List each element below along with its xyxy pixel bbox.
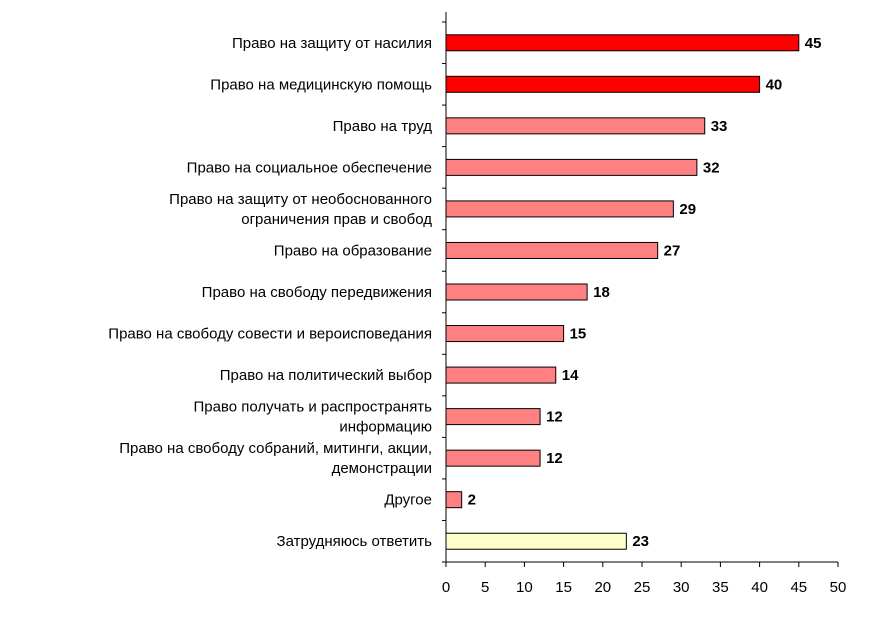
category-label: Право на образование: [274, 242, 432, 259]
x-tick-label: 45: [790, 579, 807, 596]
bar: [445, 283, 588, 301]
category-label: Право на социальное обеспечение: [187, 159, 432, 176]
category-label: Право на защиту от насилия: [232, 35, 432, 52]
category-label: информацию: [339, 419, 432, 436]
category-labels-group: Право на защиту от насилия Право на медиц…: [108, 35, 432, 550]
category-label: Право на труд: [333, 118, 433, 135]
bar-value-label: 14: [562, 367, 579, 384]
bar: [445, 408, 541, 426]
x-tick-label: 10: [516, 579, 533, 596]
category-label: Право на свободу совести и вероисповедан…: [108, 326, 432, 343]
category-label: Право на защиту от необоснованного: [169, 191, 432, 208]
bar: [445, 241, 659, 259]
bar-value-label: 12: [546, 409, 563, 426]
x-tick-label: 35: [712, 579, 729, 596]
bar-value-label: 45: [805, 35, 822, 52]
bars-group: [445, 34, 800, 550]
bar-value-label: 29: [679, 201, 696, 218]
bar-value-label: 32: [703, 159, 720, 176]
bar-value-label: 2: [468, 492, 476, 509]
bar-value-label: 12: [546, 450, 563, 467]
bar: [445, 117, 706, 135]
bar-value-label: 27: [664, 242, 681, 259]
bar-value-label: 40: [766, 76, 783, 93]
category-label: Право получать и распространять: [193, 399, 432, 416]
bar: [445, 200, 674, 218]
bar: [445, 449, 541, 467]
bar: [445, 366, 557, 384]
category-label: ограничения прав и свобод: [241, 211, 432, 228]
category-label: Другое: [384, 492, 432, 509]
bar: [445, 158, 698, 176]
bar-value-label: 18: [593, 284, 610, 301]
bar-value-label: 33: [711, 118, 728, 135]
x-tick-label: 25: [634, 579, 651, 596]
bar-value-label: 15: [570, 326, 587, 343]
category-label: Право на свободу передвижения: [202, 284, 432, 301]
x-tick-label: 20: [594, 579, 611, 596]
category-label: Право на политический выбор: [220, 367, 432, 384]
category-label: демонстрации: [332, 460, 432, 477]
category-label: Затрудняюсь ответить: [277, 533, 433, 550]
bar-value-label: 23: [632, 533, 649, 550]
value-labels-group: 45 40 33 32 29 27 18 15 14 12 12 2 23: [468, 35, 822, 550]
x-tick-label: 40: [751, 579, 768, 596]
bar: [445, 491, 463, 509]
category-label: Право на медицинскую помощь: [210, 76, 432, 93]
category-label: Право на свободу собраний, митинги, акци…: [119, 440, 432, 457]
x-tick-label: 15: [555, 579, 572, 596]
x-tick-label: 5: [481, 579, 489, 596]
bar: [445, 532, 627, 550]
bar: [445, 325, 565, 343]
x-tick-label: 30: [673, 579, 690, 596]
bar: [445, 75, 761, 93]
x-axis: 0 5 10 15 20 25 30 35 40 45 50: [442, 12, 847, 596]
bar: [445, 34, 800, 52]
x-tick-label: 0: [442, 579, 450, 596]
x-tick-label: 50: [830, 579, 847, 596]
